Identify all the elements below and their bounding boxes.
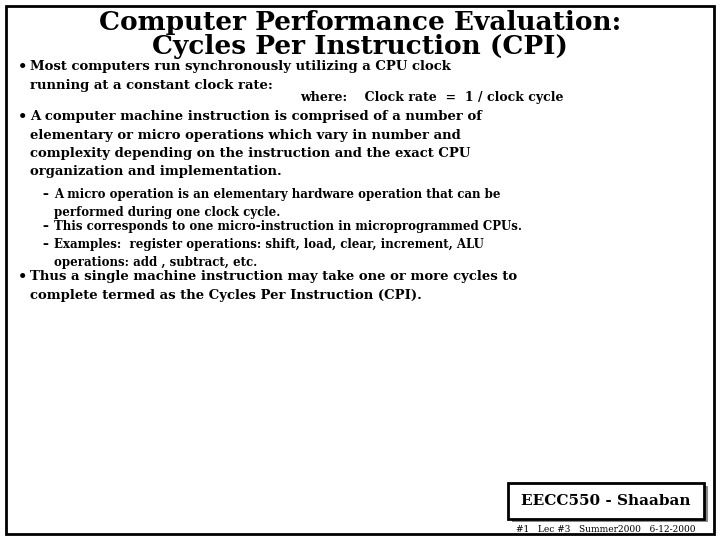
Text: •: • [18, 110, 27, 124]
Text: Most computers run synchronously utilizing a CPU clock
running at a constant clo: Most computers run synchronously utilizi… [30, 60, 451, 91]
Text: Examples:  register operations: shift, load, clear, increment, ALU
operations: a: Examples: register operations: shift, lo… [54, 238, 484, 269]
Text: EECC550 - Shaaban: EECC550 - Shaaban [521, 494, 690, 508]
Text: where:    Clock rate  =  1 / clock cycle: where: Clock rate = 1 / clock cycle [300, 91, 564, 104]
Bar [512, 486, 708, 522]
Text: #1   Lec #3   Summer2000   6-12-2000: #1 Lec #3 Summer2000 6-12-2000 [516, 524, 696, 534]
Text: Cycles Per Instruction (CPI): Cycles Per Instruction (CPI) [152, 34, 568, 59]
Text: This corresponds to one micro-instruction in microprogrammed CPUs.: This corresponds to one micro-instructio… [54, 220, 522, 233]
Bar [508, 483, 704, 519]
Text: •: • [18, 60, 27, 74]
Text: A computer machine instruction is comprised of a number of
elementary or micro o: A computer machine instruction is compri… [30, 110, 482, 179]
Text: –: – [42, 220, 48, 233]
Text: Thus a single machine instruction may take one or more cycles to
complete termed: Thus a single machine instruction may ta… [30, 270, 517, 301]
Text: –: – [42, 188, 48, 201]
Text: •: • [18, 270, 27, 284]
Text: A micro operation is an elementary hardware operation that can be
performed duri: A micro operation is an elementary hardw… [54, 188, 500, 219]
Text: –: – [42, 238, 48, 251]
Text: Computer Performance Evaluation:: Computer Performance Evaluation: [99, 10, 621, 35]
